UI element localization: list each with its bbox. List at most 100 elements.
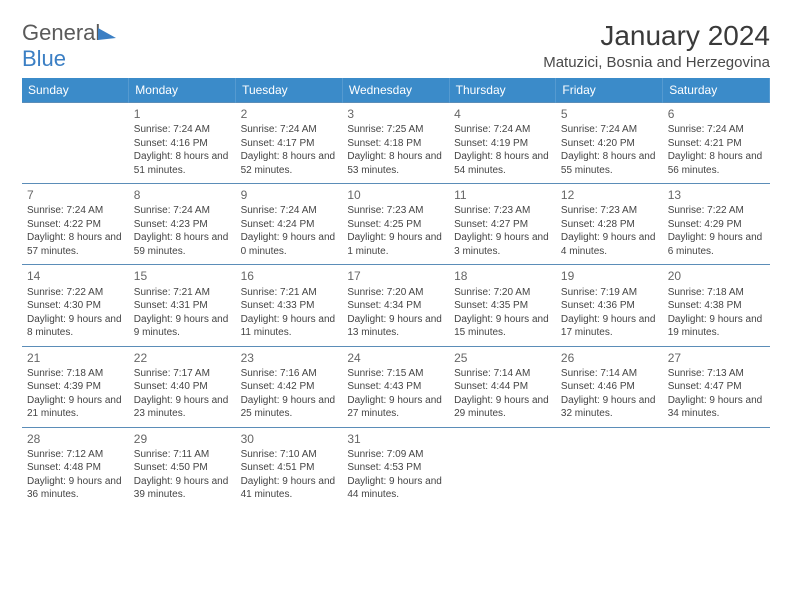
daylight-line: Daylight: 9 hours and 0 minutes. [241,231,338,258]
sunset-line: Sunset: 4:17 PM [241,137,338,151]
calendar-page: General Blue January 2024 Matuzici, Bosn… [0,0,792,518]
sunset-line: Sunset: 4:48 PM [27,461,124,475]
sunset-line: Sunset: 4:31 PM [134,299,231,313]
calendar-cell: 26Sunrise: 7:14 AMSunset: 4:46 PMDayligh… [556,346,663,427]
day-number: 25 [454,350,551,366]
calendar-header-row: SundayMondayTuesdayWednesdayThursdayFrid… [22,78,770,103]
sunrise-line: Sunrise: 7:17 AM [134,367,231,381]
sunset-line: Sunset: 4:20 PM [561,137,658,151]
calendar-week-row: 14Sunrise: 7:22 AMSunset: 4:30 PMDayligh… [22,265,770,346]
day-header: Wednesday [342,78,449,103]
sunset-line: Sunset: 4:24 PM [241,218,338,232]
sunset-line: Sunset: 4:18 PM [347,137,444,151]
sunrise-line: Sunrise: 7:24 AM [454,123,551,137]
calendar-cell: 22Sunrise: 7:17 AMSunset: 4:40 PMDayligh… [129,346,236,427]
calendar-cell: 23Sunrise: 7:16 AMSunset: 4:42 PMDayligh… [236,346,343,427]
day-number: 31 [347,431,444,447]
calendar-cell: 29Sunrise: 7:11 AMSunset: 4:50 PMDayligh… [129,427,236,508]
sunrise-line: Sunrise: 7:24 AM [134,123,231,137]
daylight-line: Daylight: 9 hours and 25 minutes. [241,394,338,421]
sunrise-line: Sunrise: 7:20 AM [454,286,551,300]
sunset-line: Sunset: 4:23 PM [134,218,231,232]
calendar-cell: 17Sunrise: 7:20 AMSunset: 4:34 PMDayligh… [342,265,449,346]
sunrise-line: Sunrise: 7:09 AM [347,448,444,462]
daylight-line: Daylight: 9 hours and 34 minutes. [668,394,765,421]
day-header: Tuesday [236,78,343,103]
calendar-cell: 2Sunrise: 7:24 AMSunset: 4:17 PMDaylight… [236,103,343,184]
daylight-line: Daylight: 9 hours and 19 minutes. [668,313,765,340]
sunset-line: Sunset: 4:51 PM [241,461,338,475]
day-number: 4 [454,106,551,122]
day-number: 20 [668,268,765,284]
sunset-line: Sunset: 4:35 PM [454,299,551,313]
calendar-week-row: 21Sunrise: 7:18 AMSunset: 4:39 PMDayligh… [22,346,770,427]
daylight-line: Daylight: 9 hours and 11 minutes. [241,313,338,340]
calendar-cell: 30Sunrise: 7:10 AMSunset: 4:51 PMDayligh… [236,427,343,508]
day-number: 17 [347,268,444,284]
daylight-line: Daylight: 8 hours and 53 minutes. [347,150,444,177]
daylight-line: Daylight: 9 hours and 27 minutes. [347,394,444,421]
sunset-line: Sunset: 4:38 PM [668,299,765,313]
day-number: 3 [347,106,444,122]
daylight-line: Daylight: 9 hours and 1 minute. [347,231,444,258]
daylight-line: Daylight: 8 hours and 59 minutes. [134,231,231,258]
sunrise-line: Sunrise: 7:24 AM [241,123,338,137]
sunrise-line: Sunrise: 7:15 AM [347,367,444,381]
sunrise-line: Sunrise: 7:11 AM [134,448,231,462]
calendar-cell: 27Sunrise: 7:13 AMSunset: 4:47 PMDayligh… [663,346,770,427]
sunset-line: Sunset: 4:28 PM [561,218,658,232]
calendar-table: SundayMondayTuesdayWednesdayThursdayFrid… [22,78,770,508]
day-number: 30 [241,431,338,447]
daylight-line: Daylight: 8 hours and 56 minutes. [668,150,765,177]
calendar-cell: 20Sunrise: 7:18 AMSunset: 4:38 PMDayligh… [663,265,770,346]
daylight-line: Daylight: 8 hours and 54 minutes. [454,150,551,177]
sunset-line: Sunset: 4:44 PM [454,380,551,394]
day-number: 24 [347,350,444,366]
sunrise-line: Sunrise: 7:16 AM [241,367,338,381]
day-number: 14 [27,268,124,284]
day-number: 22 [134,350,231,366]
sunrise-line: Sunrise: 7:23 AM [347,204,444,218]
day-number: 27 [668,350,765,366]
sunset-line: Sunset: 4:16 PM [134,137,231,151]
calendar-cell: 15Sunrise: 7:21 AMSunset: 4:31 PMDayligh… [129,265,236,346]
calendar-cell: 8Sunrise: 7:24 AMSunset: 4:23 PMDaylight… [129,184,236,265]
calendar-cell: 11Sunrise: 7:23 AMSunset: 4:27 PMDayligh… [449,184,556,265]
sunrise-line: Sunrise: 7:12 AM [27,448,124,462]
day-number: 10 [347,187,444,203]
day-number: 15 [134,268,231,284]
day-number: 18 [454,268,551,284]
calendar-week-row: 1Sunrise: 7:24 AMSunset: 4:16 PMDaylight… [22,103,770,184]
sunset-line: Sunset: 4:30 PM [27,299,124,313]
day-number: 19 [561,268,658,284]
sunrise-line: Sunrise: 7:14 AM [454,367,551,381]
sunrise-line: Sunrise: 7:24 AM [561,123,658,137]
calendar-cell: 19Sunrise: 7:19 AMSunset: 4:36 PMDayligh… [556,265,663,346]
sunset-line: Sunset: 4:40 PM [134,380,231,394]
sunset-line: Sunset: 4:21 PM [668,137,765,151]
calendar-cell: 16Sunrise: 7:21 AMSunset: 4:33 PMDayligh… [236,265,343,346]
day-number: 9 [241,187,338,203]
month-title: January 2024 [543,20,770,52]
daylight-line: Daylight: 8 hours and 52 minutes. [241,150,338,177]
daylight-line: Daylight: 8 hours and 51 minutes. [134,150,231,177]
sunrise-line: Sunrise: 7:23 AM [561,204,658,218]
calendar-cell: 31Sunrise: 7:09 AMSunset: 4:53 PMDayligh… [342,427,449,508]
sunrise-line: Sunrise: 7:14 AM [561,367,658,381]
sunset-line: Sunset: 4:19 PM [454,137,551,151]
sunrise-line: Sunrise: 7:24 AM [668,123,765,137]
day-number: 5 [561,106,658,122]
daylight-line: Daylight: 9 hours and 32 minutes. [561,394,658,421]
calendar-cell [449,427,556,508]
sunrise-line: Sunrise: 7:21 AM [241,286,338,300]
calendar-cell: 12Sunrise: 7:23 AMSunset: 4:28 PMDayligh… [556,184,663,265]
daylight-line: Daylight: 8 hours and 57 minutes. [27,231,124,258]
day-header: Sunday [22,78,129,103]
day-number: 2 [241,106,338,122]
calendar-cell: 18 Sunrise: 7:20 AMSunset: 4:35 PMDayligh… [449,265,556,346]
sunrise-line: Sunrise: 7:23 AM [454,204,551,218]
calendar-cell: 9Sunrise: 7:24 AMSunset: 4:24 PMDaylight… [236,184,343,265]
title-block: January 2024 Matuzici, Bosnia and Herzeg… [543,20,770,71]
daylight-line: Daylight: 9 hours and 15 minutes. [454,313,551,340]
calendar-cell [663,427,770,508]
